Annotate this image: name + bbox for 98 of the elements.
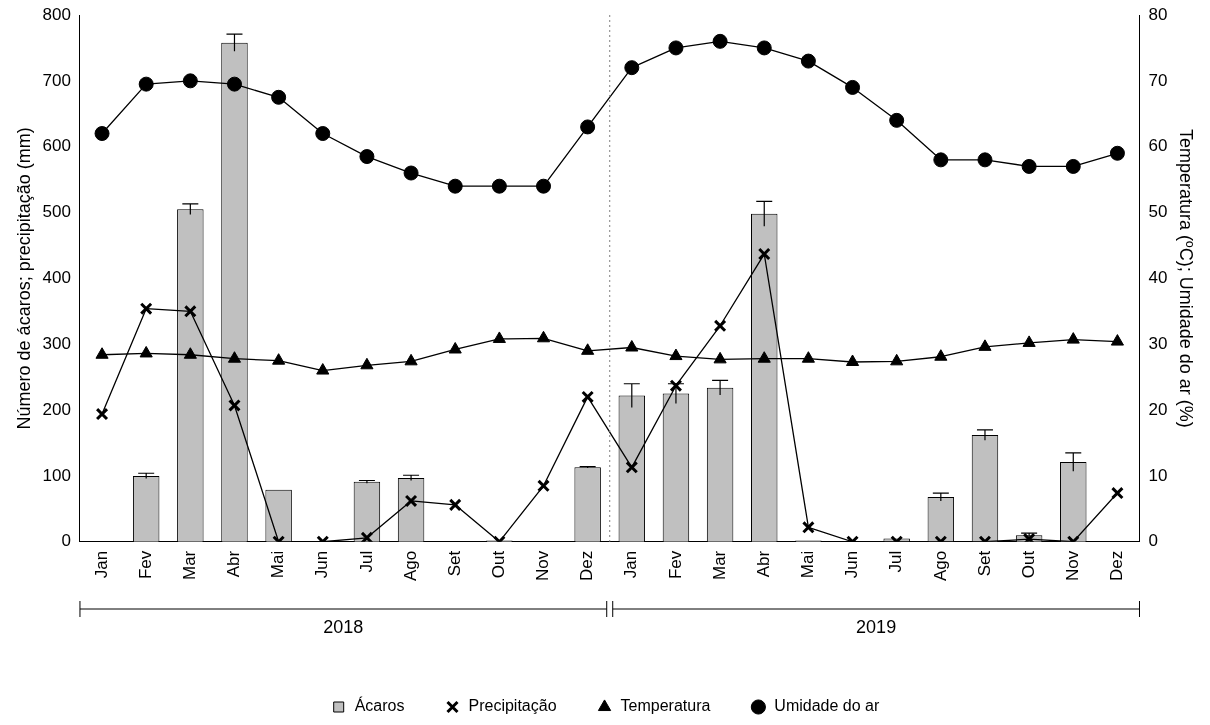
point	[1110, 334, 1124, 346]
y-tick-label: 200	[42, 399, 71, 419]
x-tick-label: Ago	[400, 550, 420, 581]
point	[801, 351, 815, 363]
y-tick-label: 700	[42, 70, 71, 90]
point	[226, 76, 242, 92]
point	[360, 357, 374, 370]
point	[756, 40, 772, 56]
point	[978, 339, 992, 351]
y2-axis-title: Temperatura (ºC); Umidade do ar (%)	[1176, 129, 1197, 428]
point	[95, 347, 109, 359]
x-tick-label: Jan	[91, 550, 111, 579]
text: 2018	[323, 616, 364, 637]
point	[580, 119, 596, 135]
x-tick-label: Jun	[312, 550, 332, 579]
x-tick-label: Jul	[356, 550, 376, 573]
y2-tick-label: 0	[1148, 531, 1158, 551]
point	[625, 340, 639, 352]
point	[624, 60, 640, 76]
x-tick-label: Mar	[709, 550, 729, 581]
x-tick-label: Fev	[665, 550, 685, 580]
point	[536, 178, 552, 194]
point	[491, 178, 507, 194]
point	[1021, 158, 1037, 174]
point	[536, 330, 551, 343]
y2-tick-label: 40	[1148, 268, 1168, 288]
x-tick-label: Abr	[224, 550, 244, 578]
y-axis-title: Número de ácaros; precipitação (mm)	[13, 127, 34, 430]
point	[404, 353, 418, 366]
y2-tick-label: 80	[1148, 4, 1168, 24]
point	[977, 152, 993, 168]
x-tick-label: Set	[444, 550, 464, 577]
text: 2019	[856, 616, 897, 637]
x-tick-label: Jan	[621, 550, 641, 579]
y2-tick-label: 50	[1148, 202, 1168, 222]
point	[139, 345, 153, 358]
point	[757, 351, 771, 363]
point	[448, 341, 462, 354]
point	[581, 343, 595, 355]
point	[1066, 332, 1080, 344]
point	[94, 126, 110, 142]
point	[669, 348, 683, 361]
point	[447, 178, 463, 194]
legend-label: Precipitação	[468, 697, 557, 715]
point	[359, 149, 375, 165]
point	[890, 353, 904, 366]
point	[1109, 145, 1125, 161]
x-tick-label: Fev	[135, 550, 155, 580]
y-tick-label: 0	[61, 531, 71, 551]
point	[845, 79, 861, 95]
point	[138, 76, 154, 92]
point	[713, 351, 727, 364]
point	[316, 363, 330, 375]
point	[1065, 158, 1081, 174]
point	[227, 351, 242, 363]
point	[934, 349, 948, 361]
point	[272, 353, 286, 365]
y2-tick-label: 60	[1148, 136, 1168, 156]
y2-tick-label: 30	[1148, 333, 1168, 353]
x-tick-label: Mar	[180, 550, 200, 581]
point	[889, 112, 905, 128]
point	[271, 89, 287, 105]
legend-label: Umidade do ar	[774, 697, 880, 715]
x-tick-label: Mai	[798, 550, 818, 579]
point	[492, 331, 506, 343]
legend-label: Temperatura	[620, 697, 711, 715]
y-tick-label: 400	[42, 268, 71, 288]
x-tick-label: Out	[489, 550, 509, 579]
x-tick-label: Abr	[753, 550, 773, 578]
point	[845, 354, 860, 366]
x-tick-label: Jun	[842, 550, 862, 579]
x-tick-label: Set	[974, 550, 994, 577]
x-tick-label: Nov	[1062, 550, 1082, 581]
point	[182, 73, 198, 89]
x-tick-label: Nov	[533, 550, 553, 581]
x-tick-label: Dez	[577, 550, 597, 581]
point	[315, 126, 331, 142]
legend-label: Ácaros	[354, 696, 405, 715]
y-tick-label: 100	[42, 465, 71, 485]
point	[933, 152, 949, 168]
point	[712, 33, 728, 49]
y-tick-label: 800	[42, 4, 71, 24]
point	[668, 40, 684, 56]
y-tick-label: 300	[42, 333, 71, 353]
y-tick-label: 600	[42, 136, 71, 156]
x-tick-label: Dez	[1107, 550, 1127, 581]
y2-tick-label: 10	[1148, 465, 1168, 485]
x-tick-label: Ago	[930, 550, 950, 581]
x-tick-label: Out	[1018, 550, 1038, 579]
y2-tick-label: 70	[1148, 70, 1168, 90]
point	[403, 165, 419, 181]
y2-tick-label: 20	[1148, 399, 1168, 419]
x-tick-label: Mai	[268, 550, 288, 579]
point	[1022, 335, 1036, 347]
point	[183, 347, 197, 359]
x-tick-label: Jul	[886, 550, 906, 573]
y-tick-label: 500	[42, 202, 71, 222]
point	[800, 53, 816, 69]
